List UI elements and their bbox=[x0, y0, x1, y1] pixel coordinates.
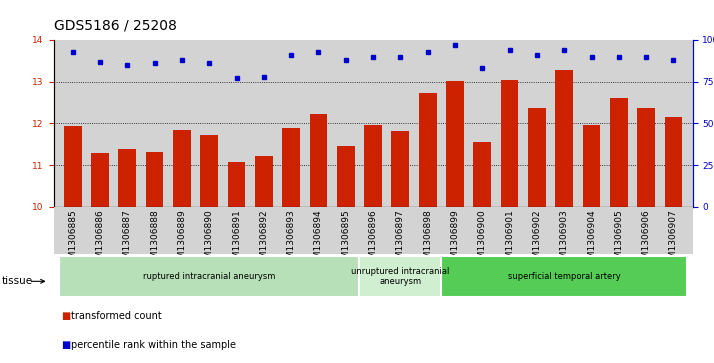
Bar bbox=[364, 125, 382, 207]
Text: ruptured intracranial aneurysm: ruptured intracranial aneurysm bbox=[143, 272, 276, 281]
Text: GSM1306885: GSM1306885 bbox=[68, 209, 77, 270]
Text: GSM1306898: GSM1306898 bbox=[423, 209, 432, 270]
Text: tissue: tissue bbox=[2, 276, 34, 286]
Bar bbox=[228, 162, 246, 207]
Text: GSM1306904: GSM1306904 bbox=[587, 209, 596, 270]
Bar bbox=[146, 152, 164, 207]
Text: GSM1306887: GSM1306887 bbox=[123, 209, 132, 270]
Bar bbox=[446, 81, 464, 207]
Text: GSM1306902: GSM1306902 bbox=[533, 209, 541, 270]
Text: GSM1306889: GSM1306889 bbox=[177, 209, 186, 270]
Bar bbox=[419, 93, 436, 207]
Bar bbox=[91, 152, 109, 207]
Text: GDS5186 / 25208: GDS5186 / 25208 bbox=[54, 19, 176, 33]
Bar bbox=[610, 98, 628, 207]
Text: unruptured intracranial
aneurysm: unruptured intracranial aneurysm bbox=[351, 267, 450, 286]
Bar bbox=[638, 108, 655, 207]
Bar bbox=[441, 256, 687, 297]
Text: GSM1306897: GSM1306897 bbox=[396, 209, 405, 270]
Text: GSM1306907: GSM1306907 bbox=[669, 209, 678, 270]
Text: GSM1306895: GSM1306895 bbox=[341, 209, 351, 270]
Bar bbox=[59, 256, 359, 297]
Bar bbox=[473, 142, 491, 207]
Bar bbox=[255, 156, 273, 207]
Bar bbox=[337, 146, 355, 207]
Text: GSM1306903: GSM1306903 bbox=[560, 209, 569, 270]
Bar bbox=[359, 256, 441, 297]
Bar bbox=[583, 125, 600, 207]
Text: GSM1306888: GSM1306888 bbox=[150, 209, 159, 270]
Text: GSM1306900: GSM1306900 bbox=[478, 209, 487, 270]
Text: GSM1306890: GSM1306890 bbox=[205, 209, 213, 270]
Text: GSM1306894: GSM1306894 bbox=[314, 209, 323, 270]
Bar bbox=[555, 70, 573, 207]
Text: ■: ■ bbox=[61, 340, 70, 350]
Bar bbox=[391, 131, 409, 207]
Text: GSM1306891: GSM1306891 bbox=[232, 209, 241, 270]
Text: GSM1306892: GSM1306892 bbox=[259, 209, 268, 270]
Text: superficial temporal artery: superficial temporal artery bbox=[508, 272, 620, 281]
Text: GSM1306896: GSM1306896 bbox=[368, 209, 378, 270]
Bar bbox=[282, 129, 300, 207]
Bar bbox=[310, 114, 327, 207]
Text: percentile rank within the sample: percentile rank within the sample bbox=[71, 340, 236, 350]
Bar bbox=[665, 117, 683, 207]
Text: GSM1306886: GSM1306886 bbox=[96, 209, 104, 270]
Text: GSM1306901: GSM1306901 bbox=[505, 209, 514, 270]
Bar bbox=[119, 149, 136, 207]
Text: ■: ■ bbox=[61, 311, 70, 321]
Text: GSM1306906: GSM1306906 bbox=[642, 209, 650, 270]
Text: GSM1306893: GSM1306893 bbox=[286, 209, 296, 270]
Text: transformed count: transformed count bbox=[71, 311, 162, 321]
Bar bbox=[64, 126, 81, 207]
Text: GSM1306905: GSM1306905 bbox=[614, 209, 623, 270]
Bar bbox=[173, 130, 191, 207]
Text: GSM1306899: GSM1306899 bbox=[451, 209, 460, 270]
Bar bbox=[528, 108, 545, 207]
Bar bbox=[201, 135, 218, 207]
Bar bbox=[501, 79, 518, 207]
